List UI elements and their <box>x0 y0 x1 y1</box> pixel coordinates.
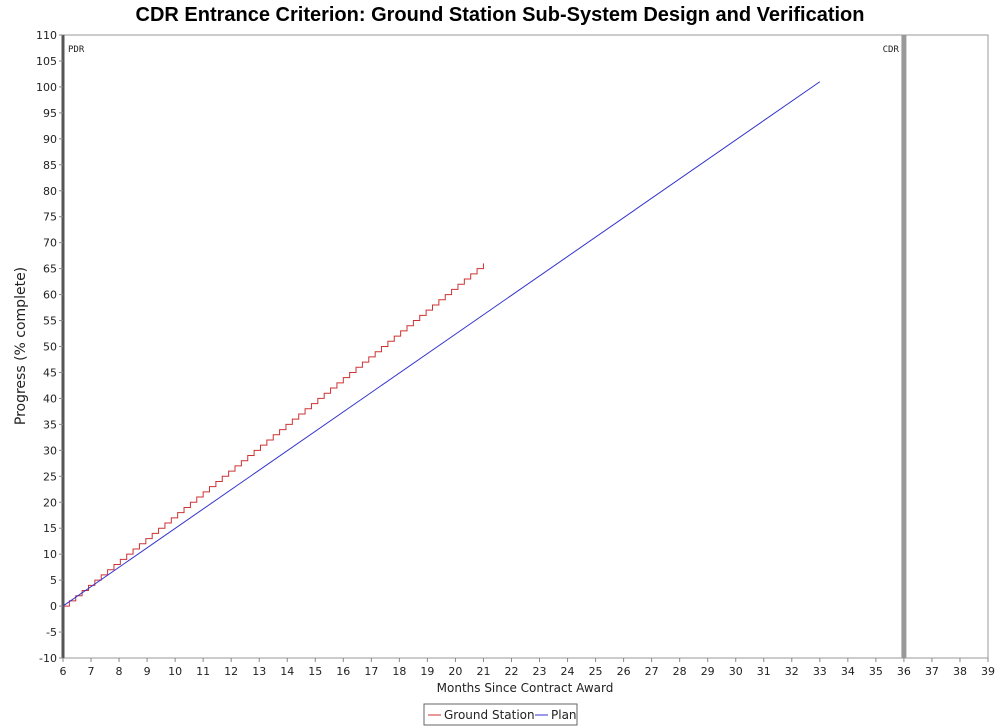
x-tick-label: 6 <box>60 665 67 678</box>
y-tick-label: 90 <box>43 133 57 146</box>
y-tick-label: 10 <box>43 548 57 561</box>
chart-title: CDR Entrance Criterion: Ground Station S… <box>136 4 865 26</box>
y-axis: -10 -5 0 5 10 15 20 25 30 35 40 45 50 55 60 65 70 75 80 85 9… <box>36 29 63 665</box>
x-axis-label: Months Since Contract Award <box>437 681 614 695</box>
y-tick-label: 0 <box>50 600 57 613</box>
x-tick-label: 9 <box>144 665 151 678</box>
y-tick-label: 105 <box>36 55 57 68</box>
x-tick-label: 29 <box>701 665 715 678</box>
y-axis-label: Progress (% complete) <box>13 267 29 425</box>
x-tick-label: 33 <box>813 665 827 678</box>
y-tick-label: 100 <box>36 81 57 94</box>
legend-label-ground-station: Ground Station <box>444 708 535 722</box>
x-tick-label: 17 <box>364 665 378 678</box>
series-layer <box>62 81 821 607</box>
y-tick-label: 20 <box>43 496 57 509</box>
x-tick-label: 16 <box>336 665 350 678</box>
x-tick-label: 18 <box>392 665 406 678</box>
series-line-ground-station <box>63 263 484 607</box>
marker-label-pdr: PDR <box>68 45 85 55</box>
x-tick-label: 30 <box>729 665 743 678</box>
x-tick-label: 14 <box>280 665 294 678</box>
y-tick-label: -10 <box>39 652 57 665</box>
marker-label-cdr: CDR <box>883 45 900 55</box>
y-tick-label: 75 <box>43 211 57 224</box>
series-line-plan <box>62 81 821 607</box>
y-tick-label: 45 <box>43 366 57 379</box>
x-tick-label: 7 <box>88 665 95 678</box>
y-tick-label: 40 <box>43 392 57 405</box>
y-tick-label: 30 <box>43 444 57 457</box>
x-tick-label: 37 <box>925 665 939 678</box>
x-tick-label: 35 <box>869 665 883 678</box>
x-tick-label: 31 <box>757 665 771 678</box>
y-tick-label: 85 <box>43 159 57 172</box>
x-tick-label: 10 <box>168 665 182 678</box>
x-tick-label: 19 <box>420 665 434 678</box>
x-tick-label: 22 <box>504 665 518 678</box>
x-tick-label: 21 <box>476 665 490 678</box>
x-tick-label: 34 <box>841 665 855 678</box>
y-tick-label: 50 <box>43 341 57 354</box>
x-tick-label: 39 <box>981 665 995 678</box>
legend-label-plan: Plan <box>551 708 577 722</box>
x-tick-label: 8 <box>116 665 123 678</box>
y-tick-label: 55 <box>43 315 57 328</box>
x-tick-label: 13 <box>252 665 266 678</box>
legend: Ground Station Plan <box>423 703 578 726</box>
legend-box <box>423 703 578 726</box>
y-tick-label: 35 <box>43 418 57 431</box>
y-tick-label: 80 <box>43 185 57 198</box>
x-tick-label: 20 <box>448 665 462 678</box>
y-tick-label: 95 <box>43 107 57 120</box>
x-tick-label: 12 <box>224 665 238 678</box>
y-tick-label: 25 <box>43 470 57 483</box>
y-tick-label: -5 <box>46 626 57 639</box>
x-tick-label: 26 <box>617 665 631 678</box>
x-tick-label: 23 <box>533 665 547 678</box>
x-tick-label: 32 <box>785 665 799 678</box>
plot-area <box>62 34 989 659</box>
x-axis: 6 7 8 9 10 11 12 13 14 15 16 17 18 19 20 21 22 23 24 25 26 27… <box>60 658 995 678</box>
y-tick-label: 15 <box>43 522 57 535</box>
y-tick-label: 5 <box>50 574 57 587</box>
x-tick-label: 11 <box>196 665 210 678</box>
x-tick-label: 15 <box>308 665 322 678</box>
x-tick-label: 38 <box>953 665 967 678</box>
y-tick-label: 70 <box>43 237 57 250</box>
x-tick-label: 36 <box>897 665 911 678</box>
x-tick-label: 25 <box>589 665 603 678</box>
y-tick-label: 60 <box>43 289 57 302</box>
x-tick-label: 27 <box>645 665 659 678</box>
y-tick-label: 65 <box>43 263 57 276</box>
x-tick-label: 24 <box>561 665 575 678</box>
y-tick-label: 110 <box>36 29 57 42</box>
x-tick-label: 28 <box>673 665 687 678</box>
